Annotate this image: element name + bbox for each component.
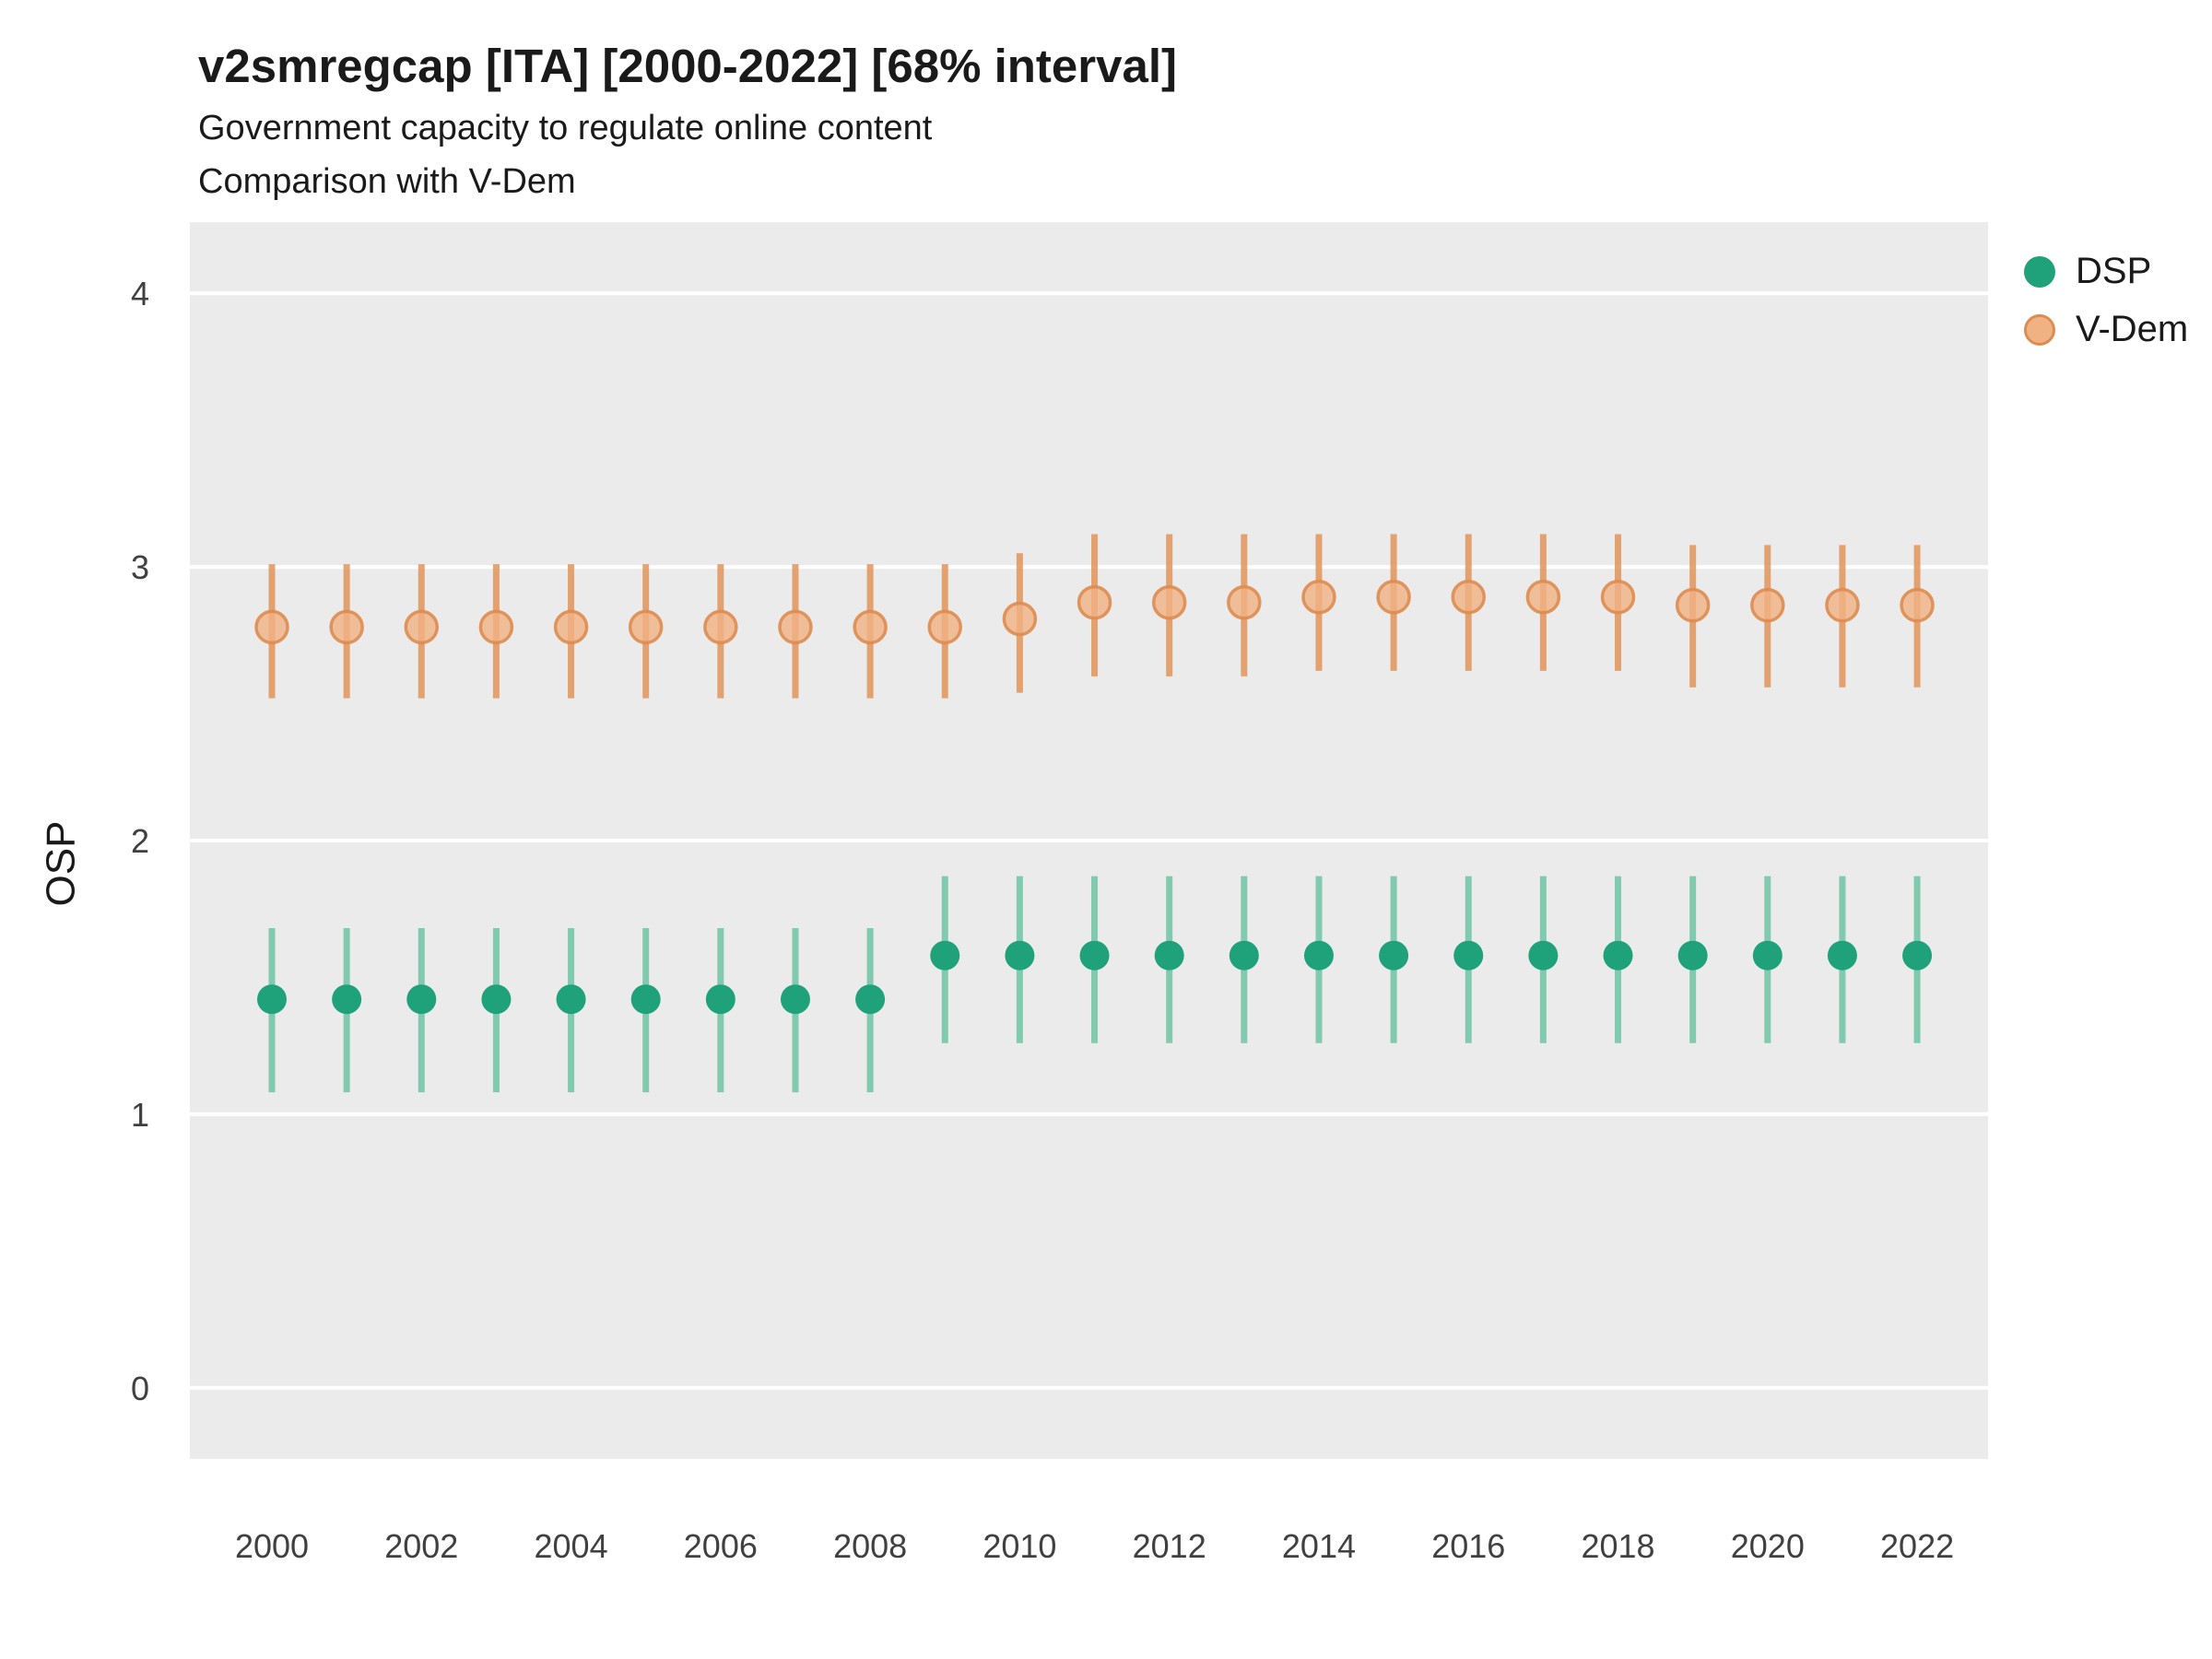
point-estimate-v-dem [329, 609, 364, 645]
point-estimate-dsp [780, 984, 810, 1015]
point-estimate-dsp [855, 984, 886, 1015]
legend-dot-vdem-icon [2024, 313, 2055, 346]
y-tick-label: 0 [131, 1370, 149, 1407]
point-estimate-v-dem [1525, 580, 1561, 615]
point-estimate-v-dem [1750, 587, 1785, 623]
point-estimate-dsp [1902, 940, 1933, 971]
point-estimate-v-dem [628, 609, 664, 645]
point-estimate-v-dem [1077, 584, 1112, 620]
point-estimate-v-dem [1002, 601, 1038, 637]
point-estimate-v-dem [478, 609, 514, 645]
y-tick-label: 1 [131, 1096, 149, 1134]
point-estimate-dsp [1453, 940, 1484, 971]
point-estimate-dsp [1005, 940, 1035, 971]
point-estimate-dsp [1603, 940, 1633, 971]
point-estimate-dsp [930, 940, 960, 971]
y-tick-label: 2 [131, 822, 149, 860]
x-tick-label: 2012 [1133, 1527, 1206, 1565]
x-tick-label: 2002 [384, 1527, 458, 1565]
point-estimate-dsp [1677, 940, 1708, 971]
point-estimate-v-dem [853, 609, 888, 645]
legend: DSP V-Dem [2024, 251, 2188, 350]
point-estimate-v-dem [1825, 587, 1860, 623]
legend-label-dsp: DSP [2076, 251, 2152, 291]
point-estimate-dsp [1154, 940, 1184, 971]
point-estimate-dsp [556, 984, 586, 1015]
point-estimate-dsp [257, 984, 287, 1015]
chart-subtitle-line2: Comparison with V-Dem [198, 162, 576, 201]
point-estimate-dsp [1379, 940, 1409, 971]
point-estimate-dsp [481, 984, 512, 1015]
point-estimate-v-dem [778, 609, 813, 645]
point-estimate-dsp [406, 984, 437, 1015]
point-estimate-v-dem [1301, 580, 1336, 615]
legend-item-vdem: V-Dem [2024, 309, 2188, 350]
point-estimate-v-dem [927, 609, 963, 645]
x-tick-label: 2010 [982, 1527, 1056, 1565]
x-tick-label: 2016 [1431, 1527, 1505, 1565]
x-tick-label: 2008 [833, 1527, 907, 1565]
point-estimate-dsp [1229, 940, 1259, 971]
point-estimate-v-dem [404, 609, 440, 645]
point-estimate-dsp [705, 984, 735, 1015]
x-tick-label: 2022 [1880, 1527, 1954, 1565]
y-tick-label: 4 [131, 275, 149, 312]
x-tick-label: 2018 [1581, 1527, 1654, 1565]
legend-label-vdem: V-Dem [2076, 309, 2189, 349]
point-estimate-v-dem [1451, 580, 1486, 615]
chart-title: v2smregcap [ITA] [2000-2022] [68% interv… [198, 40, 1178, 92]
x-tick-label: 2000 [235, 1527, 309, 1565]
point-estimate-v-dem [553, 609, 589, 645]
point-estimate-v-dem [1227, 584, 1262, 620]
point-estimate-dsp [1752, 940, 1783, 971]
x-tick-label: 2014 [1282, 1527, 1356, 1565]
x-tick-label: 2020 [1731, 1527, 1805, 1565]
chart-subtitle-line1: Government capacity to regulate online c… [198, 109, 933, 147]
point-estimate-v-dem [1151, 584, 1187, 620]
point-estimate-dsp [1827, 940, 1857, 971]
point-estimate-v-dem [1376, 580, 1411, 615]
y-tick-label: 3 [131, 548, 149, 586]
point-estimate-v-dem [1600, 580, 1636, 615]
point-estimate-dsp [1079, 940, 1110, 971]
point-estimate-v-dem [703, 609, 738, 645]
point-estimate-v-dem [1900, 587, 1935, 623]
legend-item-dsp: DSP [2024, 251, 2188, 292]
point-estimate-v-dem [1675, 587, 1711, 623]
point-estimate-dsp [1303, 940, 1334, 971]
legend-dot-dsp-icon [2024, 255, 2055, 288]
point-estimate-v-dem [254, 609, 289, 645]
point-estimate-dsp [630, 984, 661, 1015]
point-estimate-dsp [332, 984, 362, 1015]
point-estimate-dsp [1528, 940, 1559, 971]
x-tick-label: 2004 [535, 1527, 608, 1565]
x-tick-label: 2006 [684, 1527, 758, 1565]
